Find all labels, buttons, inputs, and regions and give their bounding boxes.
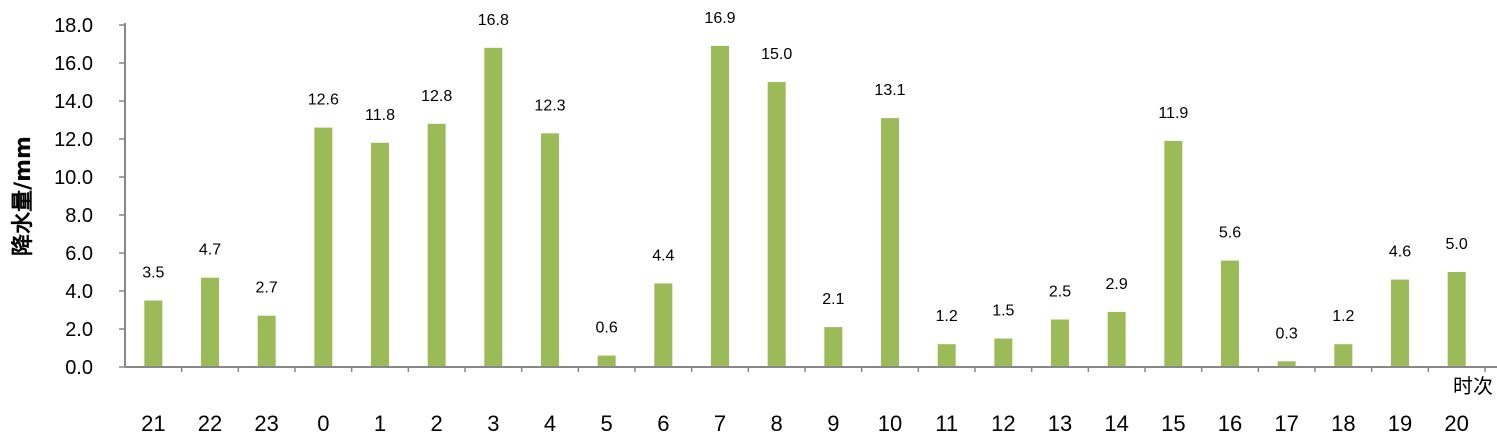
x-tick-label: 9 xyxy=(827,411,839,434)
bar-22 xyxy=(201,277,219,367)
bar-14 xyxy=(1107,311,1126,367)
y-tick-label: 4.0 xyxy=(65,281,93,303)
x-tick-label: 16 xyxy=(1218,411,1242,434)
bar-6 xyxy=(654,283,673,367)
y-tick-label: 18.0 xyxy=(54,15,93,37)
data-label-8: 15.0 xyxy=(761,46,792,63)
y-tick-label: 8.0 xyxy=(65,205,93,227)
x-tick-label: 14 xyxy=(1104,411,1128,434)
x-tick-label: 6 xyxy=(657,411,669,434)
data-label-18: 1.2 xyxy=(1332,308,1354,325)
data-label-16: 5.6 xyxy=(1219,225,1241,242)
x-tick-label: 12 xyxy=(991,411,1015,434)
data-label-15: 11.9 xyxy=(1158,105,1188,122)
bar-13 xyxy=(1051,319,1069,367)
data-label-0: 12.6 xyxy=(308,92,339,109)
data-label-12: 1.5 xyxy=(992,303,1014,320)
bar-8 xyxy=(767,82,786,367)
x-tick-label: 18 xyxy=(1331,411,1355,434)
bar-19 xyxy=(1391,279,1409,367)
bar-9 xyxy=(824,327,843,367)
x-tick-label: 5 xyxy=(601,411,613,434)
x-tick-label: 10 xyxy=(878,411,902,434)
x-tick-label: 20 xyxy=(1444,411,1468,434)
data-label-13: 2.5 xyxy=(1049,284,1071,301)
x-tick-label: 3 xyxy=(487,411,499,434)
bar-7 xyxy=(711,45,729,368)
bar-12 xyxy=(994,338,1013,367)
bar-11 xyxy=(937,344,956,367)
data-label-1: 11.8 xyxy=(365,107,395,124)
x-tick-label: 11 xyxy=(935,411,958,434)
y-tick-label: 12.0 xyxy=(54,129,93,151)
bar-23 xyxy=(257,315,276,367)
y-tick-label: 10.0 xyxy=(54,167,93,189)
y-tick-label: 0.0 xyxy=(65,357,93,379)
data-label-11: 1.2 xyxy=(936,308,958,325)
data-label-23: 2.7 xyxy=(256,280,278,297)
data-label-20: 5.0 xyxy=(1446,236,1468,253)
data-label-5: 0.6 xyxy=(596,320,618,337)
bar-10 xyxy=(881,118,899,367)
bar-4 xyxy=(541,133,559,367)
bar-0 xyxy=(314,127,333,367)
x-tick-label: 21 xyxy=(141,411,165,434)
bar-16 xyxy=(1221,260,1239,367)
y-tick-label: 14.0 xyxy=(54,91,93,113)
x-tick-label: 8 xyxy=(771,411,783,434)
x-axis-title: 时次 xyxy=(1453,374,1493,398)
x-tick-label: 13 xyxy=(1048,411,1072,434)
data-labels: 3.5 4.7 2.7 12.6 11.8 12.8 16.8 12.3 0.6 4.4 16.9 1… xyxy=(142,10,1468,342)
x-tick-label: 17 xyxy=(1274,411,1298,434)
data-label-14: 2.9 xyxy=(1106,276,1128,293)
y-tick-label: 2.0 xyxy=(65,319,93,341)
bar-5 xyxy=(597,355,616,367)
data-label-17: 0.3 xyxy=(1276,325,1298,342)
y-axis-title: 降水量/mm xyxy=(11,136,36,256)
bar-15 xyxy=(1164,140,1183,367)
data-label-2: 12.8 xyxy=(421,88,452,105)
x-tick-label: 2 xyxy=(431,411,443,434)
x-tick-label: 15 xyxy=(1161,411,1185,434)
x-tick-label: 22 xyxy=(198,411,222,434)
x-tick-label: 1 xyxy=(374,411,386,434)
bar-1 xyxy=(371,142,389,367)
x-tick-label: 23 xyxy=(254,411,278,434)
data-label-9: 2.1 xyxy=(822,291,844,308)
y-axis-ticks: 0.0 2.0 4.0 6.0 8.0 10.0 12.0 14.0 16.0 18.0 xyxy=(54,15,125,379)
data-label-4: 12.3 xyxy=(534,97,565,114)
x-axis-ticks: 21 22 23 0 1 2 3 4 5 6 7 8 9 10 11 12 13 14 15 16 17 18 19 20 xyxy=(141,367,1486,434)
y-tick-label: 16.0 xyxy=(54,53,93,75)
x-tick-label: 19 xyxy=(1388,411,1412,434)
data-label-21: 3.5 xyxy=(142,265,164,282)
bar-3 xyxy=(484,47,503,368)
data-label-3: 16.8 xyxy=(478,12,509,29)
bar-20 xyxy=(1447,272,1466,367)
bar-2 xyxy=(427,123,446,367)
bar-17 xyxy=(1277,361,1296,367)
data-label-6: 4.4 xyxy=(652,247,674,264)
x-tick-label: 0 xyxy=(317,411,329,434)
bars xyxy=(144,45,1466,368)
bar-21 xyxy=(144,300,163,367)
data-label-19: 4.6 xyxy=(1389,244,1411,261)
bar-18 xyxy=(1334,344,1353,367)
y-tick-label: 6.0 xyxy=(65,243,93,265)
data-label-22: 4.7 xyxy=(199,242,221,259)
x-tick-label: 7 xyxy=(714,411,726,434)
data-label-10: 13.1 xyxy=(874,82,905,99)
x-tick-label: 4 xyxy=(544,411,556,434)
data-label-7: 16.9 xyxy=(704,10,735,27)
